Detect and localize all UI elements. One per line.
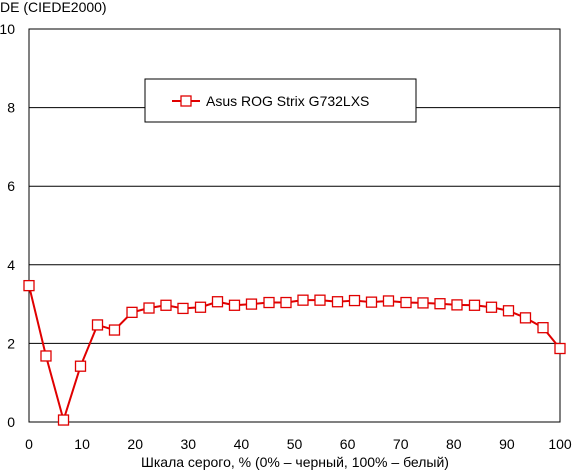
plot-area xyxy=(28,28,561,423)
x-tick-label: 10 xyxy=(74,436,90,452)
data-point-marker xyxy=(297,294,309,306)
data-point-marker xyxy=(194,301,207,313)
x-axis-title: Шкала серого, % (0% – черный, 100% – бел… xyxy=(141,454,449,470)
series-line xyxy=(28,285,561,422)
data-point-marker xyxy=(519,312,532,324)
data-point-marker xyxy=(348,294,361,307)
x-tick-label: 80 xyxy=(446,436,462,452)
x-tick-label: 70 xyxy=(393,436,409,452)
data-point-marker xyxy=(160,299,172,311)
y-tick-label: 10 xyxy=(0,21,15,37)
data-point-marker xyxy=(245,298,258,310)
x-tick-label: 100 xyxy=(548,436,572,452)
data-point-marker xyxy=(434,298,446,310)
data-point-marker xyxy=(126,306,138,319)
y-tick-label: 8 xyxy=(7,100,15,116)
x-tick-label: 40 xyxy=(234,436,250,452)
data-point-marker xyxy=(365,296,378,308)
series-layer xyxy=(23,279,566,426)
y-tick-label: 6 xyxy=(7,178,15,194)
y-axis-ticks: 0 2 4 6 8 10 xyxy=(0,21,15,430)
data-point-marker xyxy=(40,350,52,362)
y-axis-title: DE (CIEDE2000) xyxy=(0,0,107,15)
x-tick-label: 20 xyxy=(127,436,143,452)
data-point-marker xyxy=(280,296,292,309)
legend-marker xyxy=(180,95,192,107)
data-point-marker xyxy=(263,296,275,309)
data-point-marker xyxy=(331,296,344,308)
data-point-marker xyxy=(91,319,104,331)
data-point-marker xyxy=(417,297,429,309)
data-point-marker xyxy=(537,322,549,334)
data-point-marker xyxy=(57,414,70,426)
legend: Asus ROG Strix G732LXS xyxy=(144,78,417,123)
x-tick-label: 60 xyxy=(340,436,356,452)
x-tick-label: 50 xyxy=(287,436,303,452)
data-point-marker xyxy=(502,305,515,317)
data-point-marker xyxy=(74,360,87,372)
x-tick-label: 90 xyxy=(499,436,515,452)
data-point-marker xyxy=(382,295,395,307)
y-tick-label: 2 xyxy=(7,335,15,351)
data-point-marker xyxy=(228,299,241,311)
y-tick-label: 0 xyxy=(7,414,15,430)
y-tick-label: 4 xyxy=(7,257,15,273)
x-tick-label: 0 xyxy=(25,436,33,452)
data-point-marker xyxy=(211,296,224,308)
data-point-marker xyxy=(554,342,566,355)
x-axis-ticks: 0 10 20 30 40 50 60 70 80 90 100 xyxy=(25,436,572,452)
data-point-marker xyxy=(485,301,498,313)
data-point-marker xyxy=(400,296,412,309)
data-point-marker xyxy=(451,299,463,311)
data-point-marker xyxy=(177,302,189,315)
legend-label: Asus ROG Strix G732LXS xyxy=(206,93,369,109)
data-point-marker xyxy=(143,302,155,314)
data-point-marker xyxy=(108,324,121,336)
data-point-marker xyxy=(468,299,481,311)
gridlines xyxy=(29,107,560,344)
x-tick-label: 30 xyxy=(181,436,197,452)
data-point-marker xyxy=(314,294,326,306)
data-point-marker xyxy=(23,279,35,292)
